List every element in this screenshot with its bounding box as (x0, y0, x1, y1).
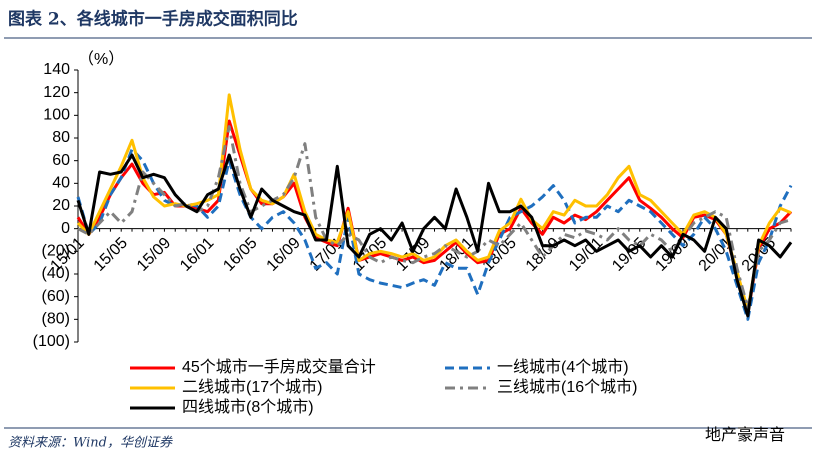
x-tick-label: 16/09 (264, 234, 304, 274)
watermark: 地产豪声音 (705, 425, 785, 444)
y-tick-label: 40 (52, 175, 70, 192)
series-line (76, 153, 793, 318)
x-tick-label: 16/01 (177, 234, 217, 274)
legend-label: 四线城市(8个城市) (182, 398, 314, 416)
y-tick-label: 0 (61, 220, 70, 237)
series-line (76, 119, 793, 316)
x-tick-label: 15/09 (134, 234, 174, 274)
y-tick-label: 100 (43, 107, 70, 124)
series-line (76, 147, 793, 321)
y-tick-label: (40) (42, 265, 70, 282)
y-tick-label: 140 (43, 61, 70, 78)
legend-label: 三线城市(16个城市) (497, 378, 637, 396)
y-tick-label: 120 (43, 84, 70, 101)
y-tick-label: 20 (52, 197, 70, 214)
legend-label: 一线城市(4个城市) (497, 358, 629, 376)
y-tick-label: (80) (42, 311, 70, 328)
chart-title: 图表 2、各线城市一手房成交面积同比 (8, 9, 298, 30)
y-tick-label: (60) (42, 288, 70, 305)
y-tick-label: (20) (42, 243, 70, 260)
series-line (76, 93, 792, 312)
y-axis-label: （%） (78, 50, 124, 68)
y-tick-label: (100) (33, 333, 70, 350)
x-tick-label: 16/05 (220, 234, 260, 274)
x-tick-label: 15/05 (91, 234, 131, 274)
legend-label: 二线城市(17个城市) (182, 378, 322, 396)
y-tick-label: 80 (52, 129, 70, 146)
source: 资料来源：Wind，华创证券 (8, 436, 173, 451)
y-tick-label: 60 (52, 152, 70, 169)
legend-label: 45个城市一手房成交量合计 (182, 358, 376, 376)
